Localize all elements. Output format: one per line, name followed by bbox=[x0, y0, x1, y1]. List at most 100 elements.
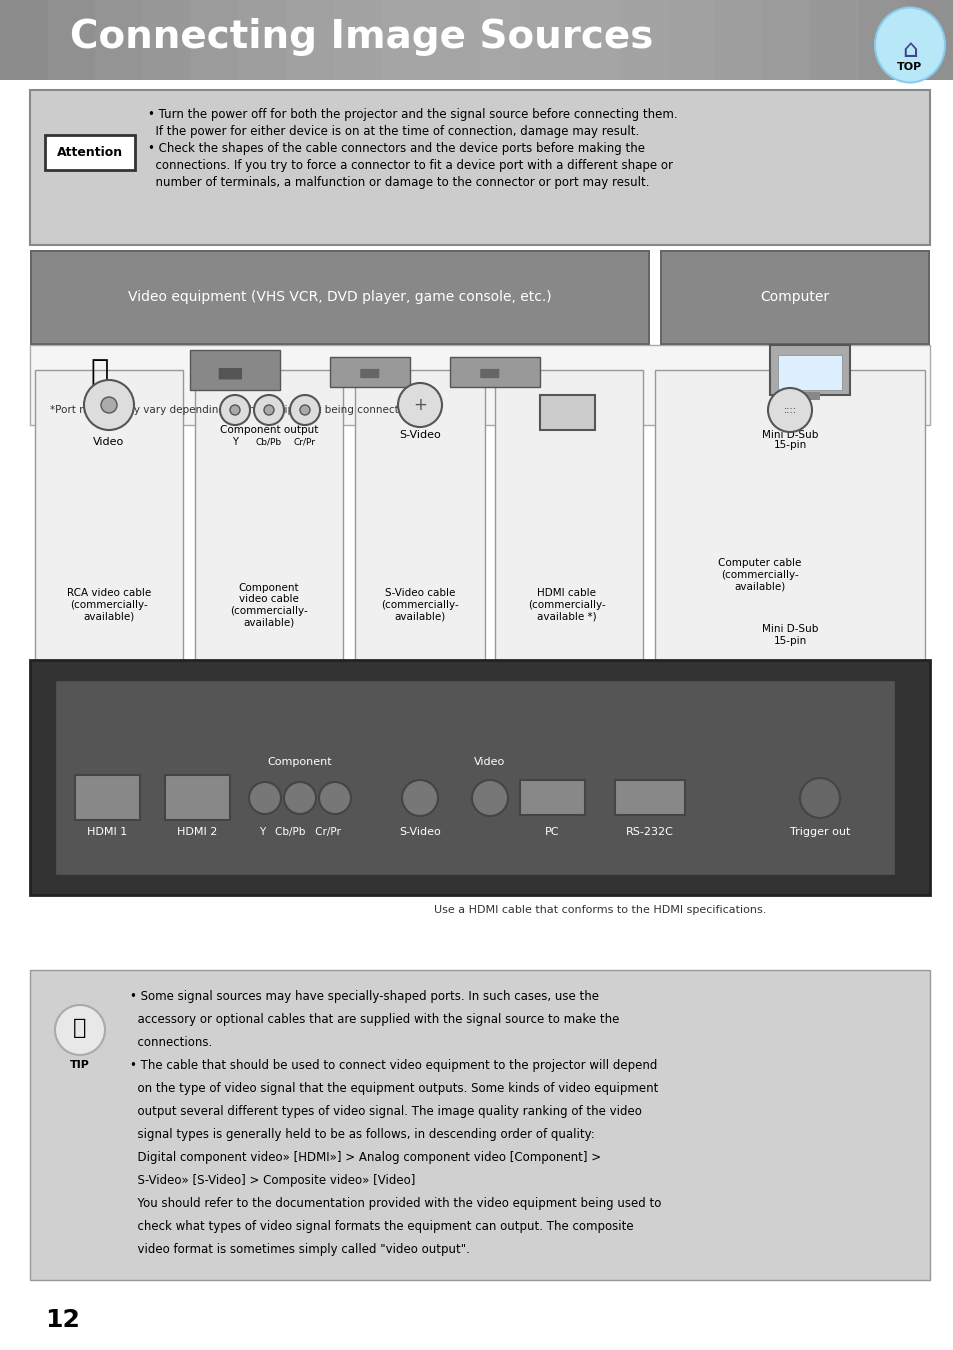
Text: HDMI 1: HDMI 1 bbox=[87, 828, 127, 837]
Text: Video: Video bbox=[93, 437, 125, 447]
Text: • Check the shapes of the cable connectors and the device ports before making th: • Check the shapes of the cable connecto… bbox=[148, 142, 644, 155]
FancyBboxPatch shape bbox=[476, 0, 525, 80]
Text: HDMI 2: HDMI 2 bbox=[176, 828, 217, 837]
Text: signal types is generally held to be as follows, in descending order of quality:: signal types is generally held to be as … bbox=[130, 1129, 594, 1141]
FancyBboxPatch shape bbox=[905, 0, 953, 80]
FancyBboxPatch shape bbox=[778, 355, 841, 390]
FancyBboxPatch shape bbox=[165, 775, 230, 819]
FancyBboxPatch shape bbox=[572, 0, 620, 80]
FancyBboxPatch shape bbox=[30, 250, 649, 346]
FancyBboxPatch shape bbox=[769, 346, 849, 396]
Text: Video: Video bbox=[474, 757, 505, 767]
Text: ▬: ▬ bbox=[215, 359, 244, 387]
FancyBboxPatch shape bbox=[32, 252, 647, 343]
Text: Cr/Pr: Cr/Pr bbox=[294, 437, 315, 447]
Text: Attention: Attention bbox=[57, 146, 123, 158]
Text: 📹: 📹 bbox=[91, 359, 109, 387]
FancyBboxPatch shape bbox=[286, 0, 335, 80]
Text: Connecting Image Sources: Connecting Image Sources bbox=[70, 18, 653, 55]
FancyBboxPatch shape bbox=[539, 396, 595, 431]
FancyBboxPatch shape bbox=[495, 370, 642, 725]
Text: connections. If you try to force a connector to fit a device port with a differe: connections. If you try to force a conne… bbox=[148, 159, 672, 171]
Text: S-Video» [S-Video] > Composite video» [Video]: S-Video» [S-Video] > Composite video» [V… bbox=[130, 1174, 415, 1187]
Text: RCA video cable
(commercially-
available): RCA video cable (commercially- available… bbox=[67, 589, 151, 621]
Text: • Turn the power off for both the projector and the signal source before connect: • Turn the power off for both the projec… bbox=[148, 108, 677, 122]
Text: check what types of video signal formats the equipment can output. The composite: check what types of video signal formats… bbox=[130, 1220, 633, 1233]
Text: 💡: 💡 bbox=[73, 1018, 87, 1038]
Text: RS-232C: RS-232C bbox=[625, 828, 673, 837]
FancyBboxPatch shape bbox=[524, 0, 573, 80]
FancyBboxPatch shape bbox=[619, 0, 668, 80]
FancyBboxPatch shape bbox=[355, 370, 484, 725]
Text: Component: Component bbox=[268, 757, 332, 767]
Circle shape bbox=[284, 782, 315, 814]
FancyBboxPatch shape bbox=[450, 356, 539, 387]
Circle shape bbox=[318, 782, 351, 814]
FancyBboxPatch shape bbox=[190, 350, 280, 390]
Text: Component
video cable
(commercially-
available): Component video cable (commercially- ava… bbox=[230, 583, 308, 628]
FancyBboxPatch shape bbox=[238, 0, 287, 80]
Text: ::::: :::: bbox=[782, 405, 796, 414]
FancyBboxPatch shape bbox=[429, 0, 477, 80]
Circle shape bbox=[101, 397, 117, 413]
Circle shape bbox=[253, 396, 284, 425]
FancyBboxPatch shape bbox=[334, 0, 382, 80]
Text: S-Video: S-Video bbox=[398, 431, 440, 440]
Text: S-Video cable
(commercially-
available): S-Video cable (commercially- available) bbox=[381, 589, 458, 621]
FancyBboxPatch shape bbox=[30, 90, 929, 244]
Text: Video equipment (VHS VCR, DVD player, game console, etc.): Video equipment (VHS VCR, DVD player, ga… bbox=[128, 290, 551, 305]
FancyBboxPatch shape bbox=[45, 135, 135, 170]
Text: Trigger out: Trigger out bbox=[789, 828, 849, 837]
Text: Cb/Pb: Cb/Pb bbox=[255, 437, 282, 447]
Text: number of terminals, a malfunction or damage to the connector or port may result: number of terminals, a malfunction or da… bbox=[148, 176, 649, 189]
Text: Digital component video» [HDMI»] > Analog component video [Component] >: Digital component video» [HDMI»] > Analo… bbox=[130, 1152, 600, 1164]
FancyBboxPatch shape bbox=[715, 0, 763, 80]
FancyBboxPatch shape bbox=[661, 252, 927, 343]
FancyBboxPatch shape bbox=[659, 250, 929, 346]
FancyBboxPatch shape bbox=[35, 370, 183, 725]
Circle shape bbox=[397, 383, 441, 427]
FancyBboxPatch shape bbox=[519, 780, 584, 815]
FancyBboxPatch shape bbox=[800, 392, 820, 400]
Text: PC: PC bbox=[544, 828, 558, 837]
Text: Mini D-Sub: Mini D-Sub bbox=[761, 431, 818, 440]
FancyBboxPatch shape bbox=[0, 0, 953, 80]
Text: ▬: ▬ bbox=[477, 360, 501, 385]
Text: Y   Cb/Pb   Cr/Pr: Y Cb/Pb Cr/Pr bbox=[259, 828, 340, 837]
FancyBboxPatch shape bbox=[858, 0, 906, 80]
Ellipse shape bbox=[874, 8, 944, 82]
Text: ▬: ▬ bbox=[357, 360, 381, 385]
Text: Y: Y bbox=[232, 437, 237, 447]
Text: +: + bbox=[413, 396, 427, 414]
FancyBboxPatch shape bbox=[615, 780, 684, 815]
Text: You should refer to the documentation provided with the video equipment being us: You should refer to the documentation pr… bbox=[130, 1197, 660, 1210]
Circle shape bbox=[472, 780, 507, 815]
Circle shape bbox=[55, 1004, 105, 1054]
FancyBboxPatch shape bbox=[95, 0, 144, 80]
Text: TIP: TIP bbox=[70, 1060, 90, 1071]
Text: Component output: Component output bbox=[219, 425, 318, 435]
Text: 15-pin: 15-pin bbox=[773, 440, 806, 450]
Text: accessory or optional cables that are supplied with the signal source to make th: accessory or optional cables that are su… bbox=[130, 1012, 618, 1026]
FancyBboxPatch shape bbox=[330, 356, 410, 387]
FancyBboxPatch shape bbox=[30, 346, 929, 425]
Text: output several different types of video signal. The image quality ranking of the: output several different types of video … bbox=[130, 1106, 641, 1118]
FancyBboxPatch shape bbox=[0, 0, 49, 80]
Circle shape bbox=[84, 379, 133, 431]
Circle shape bbox=[290, 396, 319, 425]
Text: TOP: TOP bbox=[897, 62, 922, 72]
FancyBboxPatch shape bbox=[143, 0, 192, 80]
Circle shape bbox=[401, 780, 437, 815]
FancyBboxPatch shape bbox=[655, 370, 924, 725]
Circle shape bbox=[767, 387, 811, 432]
Text: • Some signal sources may have specially-shaped ports. In such cases, use the: • Some signal sources may have specially… bbox=[130, 990, 598, 1003]
Text: video format is sometimes simply called "video output".: video format is sometimes simply called … bbox=[130, 1243, 470, 1256]
Circle shape bbox=[249, 782, 281, 814]
Text: Mini D-Sub
15-pin: Mini D-Sub 15-pin bbox=[761, 624, 818, 645]
FancyBboxPatch shape bbox=[194, 370, 343, 725]
Text: 12: 12 bbox=[45, 1308, 80, 1332]
FancyBboxPatch shape bbox=[667, 0, 716, 80]
FancyBboxPatch shape bbox=[55, 680, 894, 875]
Circle shape bbox=[220, 396, 250, 425]
Text: S-Video: S-Video bbox=[398, 828, 440, 837]
